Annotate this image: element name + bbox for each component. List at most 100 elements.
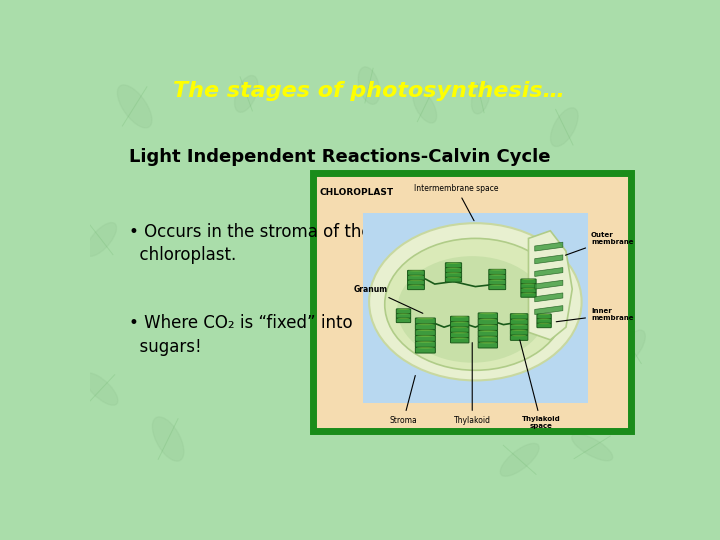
FancyBboxPatch shape xyxy=(510,314,528,319)
Ellipse shape xyxy=(500,443,539,476)
FancyBboxPatch shape xyxy=(415,330,436,335)
Ellipse shape xyxy=(490,269,504,271)
Ellipse shape xyxy=(512,314,526,315)
Ellipse shape xyxy=(480,336,496,338)
Ellipse shape xyxy=(452,327,467,328)
FancyBboxPatch shape xyxy=(489,285,505,289)
FancyBboxPatch shape xyxy=(396,309,410,314)
Ellipse shape xyxy=(617,330,645,365)
FancyBboxPatch shape xyxy=(451,327,469,332)
Ellipse shape xyxy=(384,238,566,370)
Polygon shape xyxy=(535,255,563,264)
FancyBboxPatch shape xyxy=(478,330,498,336)
FancyBboxPatch shape xyxy=(451,322,469,327)
Polygon shape xyxy=(535,267,563,276)
Text: Stroma: Stroma xyxy=(390,375,418,425)
FancyBboxPatch shape xyxy=(451,316,469,322)
FancyBboxPatch shape xyxy=(451,338,469,343)
Text: Outer
membrane: Outer membrane xyxy=(565,232,634,255)
Ellipse shape xyxy=(86,222,117,256)
Ellipse shape xyxy=(409,275,423,276)
Text: CHLOROPLAST: CHLOROPLAST xyxy=(319,188,393,197)
Ellipse shape xyxy=(446,272,460,274)
Ellipse shape xyxy=(446,277,460,278)
Text: • Occurs in the stroma of the
  chloroplast.: • Occurs in the stroma of the chloroplas… xyxy=(129,223,372,265)
Ellipse shape xyxy=(397,256,547,363)
FancyBboxPatch shape xyxy=(446,263,462,268)
Text: The stages of photosynthesis…: The stages of photosynthesis… xyxy=(173,82,565,102)
Text: Light Independent Reactions-Calvin Cycle: Light Independent Reactions-Calvin Cycle xyxy=(129,148,551,166)
Ellipse shape xyxy=(522,279,535,280)
Ellipse shape xyxy=(522,284,535,285)
Ellipse shape xyxy=(490,274,504,275)
FancyBboxPatch shape xyxy=(521,288,536,293)
Ellipse shape xyxy=(480,313,496,314)
Bar xyxy=(363,213,588,403)
Bar xyxy=(313,173,631,431)
FancyBboxPatch shape xyxy=(415,324,436,329)
FancyBboxPatch shape xyxy=(521,284,536,288)
FancyBboxPatch shape xyxy=(446,267,462,273)
Ellipse shape xyxy=(452,316,467,318)
Polygon shape xyxy=(535,242,563,251)
Ellipse shape xyxy=(446,262,460,264)
Ellipse shape xyxy=(572,434,613,461)
Text: • Where CO₂ is “fixed” into
  sugars!: • Where CO₂ is “fixed” into sugars! xyxy=(129,314,353,356)
Ellipse shape xyxy=(480,330,496,332)
Ellipse shape xyxy=(452,332,467,334)
Text: Intermembrane space: Intermembrane space xyxy=(414,184,499,221)
Ellipse shape xyxy=(446,267,460,269)
FancyBboxPatch shape xyxy=(510,335,528,340)
Ellipse shape xyxy=(512,324,526,326)
Text: Thylakoid: Thylakoid xyxy=(454,342,491,425)
Ellipse shape xyxy=(417,329,433,331)
FancyBboxPatch shape xyxy=(489,280,505,285)
Polygon shape xyxy=(535,280,563,289)
Ellipse shape xyxy=(472,82,490,114)
FancyBboxPatch shape xyxy=(537,319,552,323)
Ellipse shape xyxy=(409,285,423,286)
FancyBboxPatch shape xyxy=(537,314,552,319)
FancyBboxPatch shape xyxy=(489,269,505,274)
FancyBboxPatch shape xyxy=(446,277,462,282)
Ellipse shape xyxy=(417,341,433,343)
FancyBboxPatch shape xyxy=(408,285,424,289)
FancyBboxPatch shape xyxy=(415,318,436,324)
Ellipse shape xyxy=(369,223,582,381)
FancyBboxPatch shape xyxy=(408,280,424,285)
FancyBboxPatch shape xyxy=(408,275,424,280)
Ellipse shape xyxy=(117,85,152,128)
Polygon shape xyxy=(528,231,572,340)
FancyBboxPatch shape xyxy=(396,318,410,322)
FancyBboxPatch shape xyxy=(446,272,462,277)
Ellipse shape xyxy=(538,323,550,324)
FancyBboxPatch shape xyxy=(478,313,498,319)
Ellipse shape xyxy=(153,417,184,461)
FancyBboxPatch shape xyxy=(521,279,536,284)
Ellipse shape xyxy=(480,319,496,320)
Ellipse shape xyxy=(413,90,436,123)
Ellipse shape xyxy=(538,319,550,320)
FancyBboxPatch shape xyxy=(478,336,498,342)
Text: Inner
membrane: Inner membrane xyxy=(557,308,634,322)
Ellipse shape xyxy=(417,335,433,337)
Ellipse shape xyxy=(235,76,258,112)
FancyBboxPatch shape xyxy=(415,347,436,353)
FancyBboxPatch shape xyxy=(478,325,498,330)
Ellipse shape xyxy=(490,279,504,281)
Ellipse shape xyxy=(84,373,118,405)
Ellipse shape xyxy=(397,318,410,319)
FancyBboxPatch shape xyxy=(489,274,505,280)
FancyBboxPatch shape xyxy=(408,271,424,275)
FancyBboxPatch shape xyxy=(415,341,436,347)
Ellipse shape xyxy=(417,347,433,349)
Ellipse shape xyxy=(512,319,526,320)
FancyBboxPatch shape xyxy=(537,323,552,328)
Ellipse shape xyxy=(417,318,433,319)
Ellipse shape xyxy=(522,293,535,294)
Ellipse shape xyxy=(590,208,629,237)
Polygon shape xyxy=(535,306,563,314)
Ellipse shape xyxy=(397,309,410,310)
Text: Thylakoid
space: Thylakoid space xyxy=(520,340,560,429)
Ellipse shape xyxy=(512,335,526,336)
